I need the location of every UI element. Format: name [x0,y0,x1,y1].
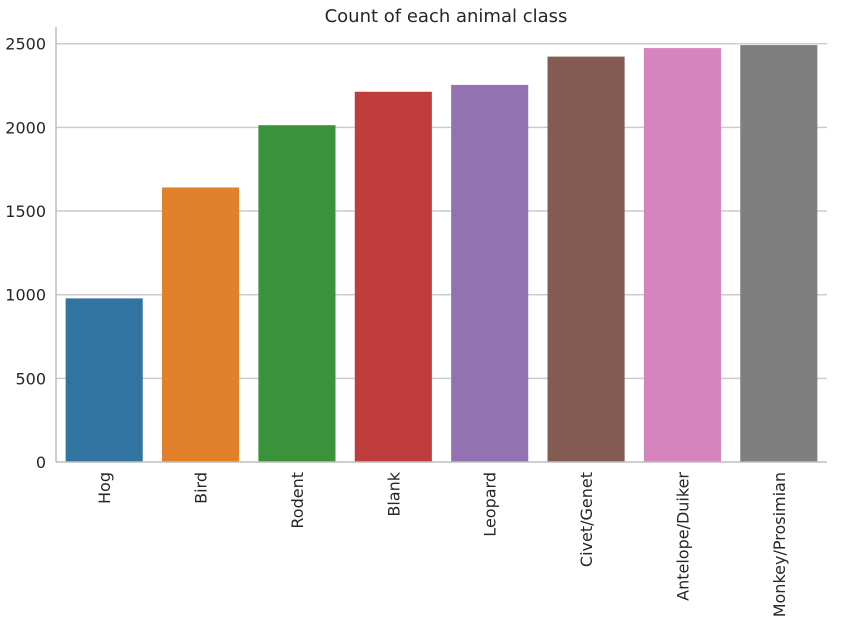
y-tick-label: 2500 [5,35,46,54]
bar-antelope-duiker [643,48,721,462]
x-tick-label: Blank [384,471,403,516]
y-tick-labels: 0 500 1000 1500 2000 2500 [5,35,46,472]
y-tick-label: 1500 [5,202,46,221]
bar-civet-genet [547,56,625,462]
axes [55,27,827,463]
bar-leopard [451,84,529,462]
x-tick-label: Antelope/Duiker [673,472,692,601]
chart-title: Count of each animal class [325,6,568,27]
x-tick-label: Monkey/Prosimian [770,472,789,617]
bar-hog [65,298,143,462]
y-tick-label: 0 [36,453,46,472]
x-tick-label: Leopard [481,472,500,537]
x-tick-labels: Hog Bird Rodent Blank Leopard Civet/Genet Ante… [95,471,789,617]
y-tick-label: 2000 [5,118,46,137]
bar-bird [162,187,240,463]
x-tick-label: Civet/Genet [577,472,596,567]
bars [65,45,818,463]
x-tick-label: Rodent [288,472,307,529]
y-tick-label: 1000 [5,286,46,305]
x-tick-label: Hog [95,472,114,504]
x-tick-label: Bird [192,472,211,504]
bar-monkey-prosimian [740,45,818,463]
bar-blank [354,91,432,462]
bar-rodent [258,125,336,462]
y-tick-label: 500 [15,369,46,388]
